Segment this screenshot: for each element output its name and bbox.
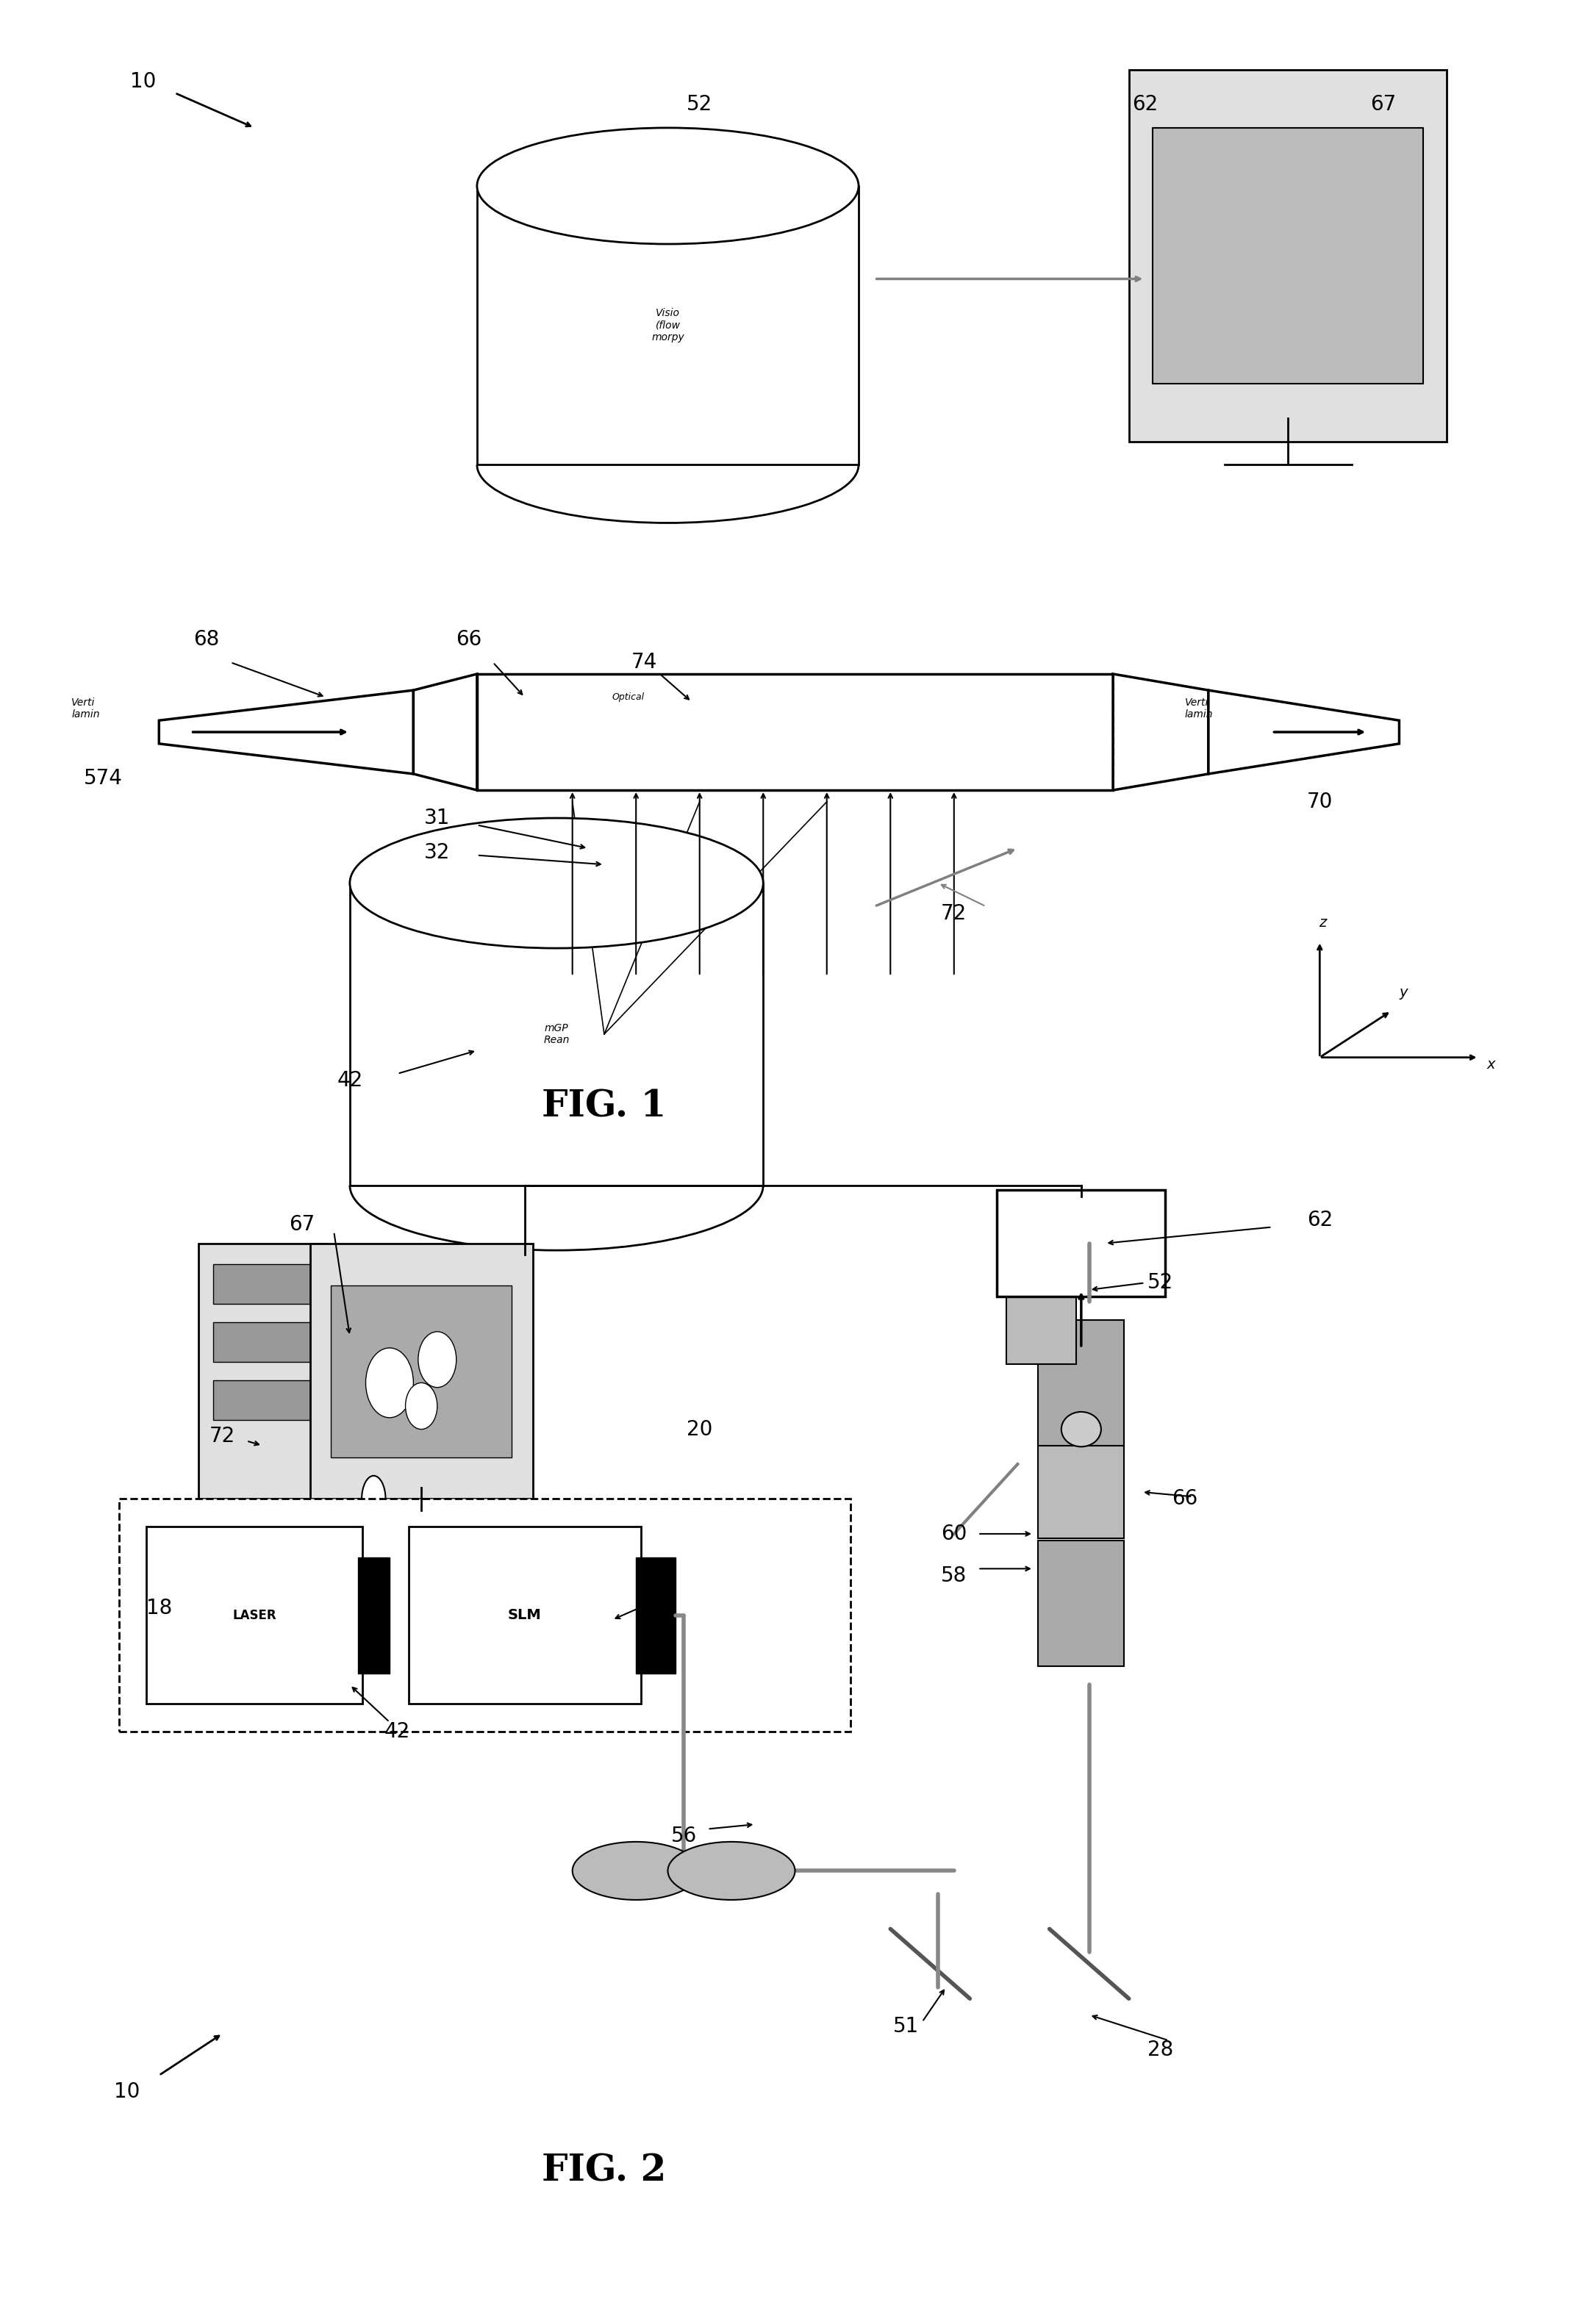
Text: SLM: SLM bbox=[507, 1608, 542, 1622]
Text: 56: 56 bbox=[671, 1827, 696, 1845]
FancyBboxPatch shape bbox=[146, 1527, 363, 1703]
Ellipse shape bbox=[572, 1841, 700, 1901]
FancyBboxPatch shape bbox=[310, 1243, 533, 1499]
Text: Optical: Optical bbox=[612, 693, 644, 702]
Text: z: z bbox=[1320, 916, 1326, 930]
Ellipse shape bbox=[477, 128, 859, 244]
Polygon shape bbox=[477, 186, 859, 465]
Text: 31: 31 bbox=[425, 809, 450, 827]
Text: mGP
Rean: mGP Rean bbox=[544, 1023, 569, 1046]
Text: 20: 20 bbox=[687, 1420, 712, 1439]
Text: 67: 67 bbox=[289, 1215, 315, 1234]
FancyBboxPatch shape bbox=[997, 1190, 1165, 1297]
Text: 32: 32 bbox=[425, 844, 450, 862]
Text: 52: 52 bbox=[687, 95, 712, 114]
Text: 72: 72 bbox=[941, 904, 967, 923]
Circle shape bbox=[366, 1348, 413, 1418]
Text: 74: 74 bbox=[631, 653, 657, 672]
FancyBboxPatch shape bbox=[213, 1322, 312, 1362]
Text: FIG. 2: FIG. 2 bbox=[542, 2154, 666, 2189]
Polygon shape bbox=[350, 883, 763, 1185]
Text: y: y bbox=[1399, 985, 1407, 999]
Text: 68: 68 bbox=[194, 630, 219, 648]
Text: LASER: LASER bbox=[232, 1608, 277, 1622]
FancyBboxPatch shape bbox=[199, 1243, 326, 1499]
Text: Verti
lamin: Verti lamin bbox=[72, 697, 100, 720]
Text: 58: 58 bbox=[941, 1566, 967, 1585]
Text: 18: 18 bbox=[146, 1599, 172, 1618]
Ellipse shape bbox=[1062, 1411, 1100, 1446]
Polygon shape bbox=[413, 674, 477, 790]
Polygon shape bbox=[477, 674, 1113, 790]
Polygon shape bbox=[1208, 690, 1399, 774]
Text: Verti
lamin: Verti lamin bbox=[1185, 697, 1213, 720]
FancyBboxPatch shape bbox=[1129, 70, 1447, 442]
Ellipse shape bbox=[668, 1841, 795, 1901]
Text: 51: 51 bbox=[894, 2017, 919, 2036]
FancyBboxPatch shape bbox=[1153, 128, 1423, 383]
Text: 62: 62 bbox=[1132, 95, 1158, 114]
Ellipse shape bbox=[350, 818, 763, 948]
FancyBboxPatch shape bbox=[1038, 1541, 1124, 1666]
Polygon shape bbox=[1113, 674, 1208, 790]
Circle shape bbox=[405, 1383, 437, 1429]
Bar bbox=[636, 1557, 676, 1673]
FancyBboxPatch shape bbox=[409, 1527, 641, 1703]
Text: 72: 72 bbox=[210, 1427, 235, 1446]
Text: 52: 52 bbox=[1148, 1274, 1173, 1292]
FancyBboxPatch shape bbox=[213, 1264, 312, 1304]
Text: 70: 70 bbox=[1307, 792, 1332, 811]
Text: 10: 10 bbox=[130, 72, 156, 91]
FancyBboxPatch shape bbox=[331, 1285, 512, 1457]
Polygon shape bbox=[159, 690, 413, 774]
Text: Visio
(flow
morpy: Visio (flow morpy bbox=[652, 309, 684, 342]
FancyBboxPatch shape bbox=[213, 1380, 312, 1420]
Text: 574: 574 bbox=[84, 769, 122, 788]
FancyBboxPatch shape bbox=[119, 1499, 851, 1731]
Text: 67: 67 bbox=[1371, 95, 1396, 114]
FancyBboxPatch shape bbox=[1038, 1320, 1124, 1446]
Text: 10: 10 bbox=[114, 2082, 140, 2101]
Text: 60: 60 bbox=[941, 1525, 967, 1543]
Text: 66: 66 bbox=[1172, 1490, 1197, 1508]
Text: 42: 42 bbox=[385, 1722, 410, 1741]
Text: 62: 62 bbox=[1307, 1211, 1332, 1229]
Text: 28: 28 bbox=[1148, 2040, 1173, 2059]
FancyBboxPatch shape bbox=[1006, 1239, 1076, 1364]
Text: 42: 42 bbox=[337, 1071, 363, 1090]
Text: x: x bbox=[1487, 1057, 1495, 1071]
Text: 66: 66 bbox=[456, 630, 482, 648]
Text: FIG. 1: FIG. 1 bbox=[542, 1090, 666, 1125]
Ellipse shape bbox=[361, 1476, 385, 1522]
Bar bbox=[358, 1557, 390, 1673]
FancyBboxPatch shape bbox=[1038, 1436, 1124, 1538]
Circle shape bbox=[418, 1332, 456, 1387]
